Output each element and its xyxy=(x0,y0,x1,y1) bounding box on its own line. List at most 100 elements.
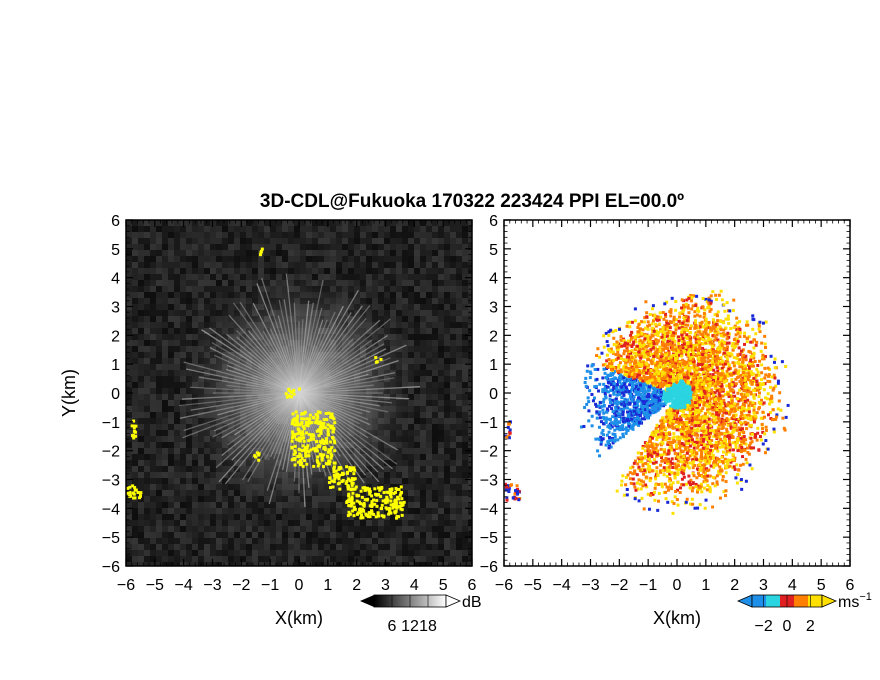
noise-cell xyxy=(210,232,216,238)
noise-cell xyxy=(324,550,330,556)
noise-cell xyxy=(312,250,318,256)
noise-cell xyxy=(210,526,216,532)
high-echo-pixel xyxy=(128,485,132,489)
noise-cell xyxy=(306,250,312,256)
velocity-pixel xyxy=(611,436,615,440)
high-echo-pixel xyxy=(393,505,397,509)
velocity-pixel xyxy=(602,397,606,401)
noise-cell xyxy=(390,280,396,286)
noise-cell xyxy=(144,310,150,316)
noise-cell xyxy=(192,538,198,544)
noise-cell xyxy=(288,550,294,556)
velocity-pixel xyxy=(642,387,646,391)
high-echo-pixel xyxy=(297,431,301,435)
noise-cell xyxy=(444,532,450,538)
noise-cell xyxy=(246,520,252,526)
figure-title: 3D-CDL@Fukuoka 170322 223424 PPI EL=00.0… xyxy=(260,191,684,212)
noise-cell xyxy=(258,526,264,532)
noise-cell xyxy=(204,232,210,238)
noise-cell xyxy=(138,520,144,526)
noise-cell xyxy=(426,544,432,550)
high-echo-region xyxy=(258,247,264,257)
high-echo-pixel xyxy=(318,420,322,424)
noise-cell xyxy=(222,238,228,244)
noise-cell xyxy=(126,514,132,520)
noise-cell xyxy=(288,256,294,262)
high-echo-pixel xyxy=(298,459,302,463)
noise-cell xyxy=(138,358,144,364)
x-tick-label: −1 xyxy=(261,577,279,594)
high-echo-pixel xyxy=(361,516,365,520)
noise-cell xyxy=(258,550,264,556)
noise-cell xyxy=(330,274,336,280)
noise-cell xyxy=(402,268,408,274)
noise-cell xyxy=(468,376,472,382)
noise-cell xyxy=(444,316,450,322)
noise-cell xyxy=(330,550,336,556)
noise-cell xyxy=(228,286,234,292)
noise-cell xyxy=(306,520,312,526)
noise-cell xyxy=(414,454,420,460)
noise-cell xyxy=(330,220,336,226)
noise-cell xyxy=(132,220,138,226)
noise-cell xyxy=(216,562,222,566)
noise-cell xyxy=(126,310,132,316)
noise-cell xyxy=(186,490,192,496)
noise-cell xyxy=(432,394,438,400)
velocity-pixel xyxy=(593,385,597,389)
noise-cell xyxy=(420,310,426,316)
noise-cell xyxy=(162,244,168,250)
noise-cell xyxy=(462,496,468,502)
noise-cell xyxy=(216,292,222,298)
noise-cell xyxy=(258,508,264,514)
high-echo-pixel xyxy=(294,419,298,423)
noise-cell xyxy=(174,562,180,566)
velocity-pixel xyxy=(614,389,618,393)
high-echo-pixel xyxy=(130,424,134,428)
noise-cell xyxy=(420,244,426,250)
noise-cell xyxy=(426,292,432,298)
velocity-pixel xyxy=(614,387,618,391)
velocity-pixel xyxy=(660,397,664,401)
noise-cell xyxy=(138,304,144,310)
noise-cell xyxy=(456,424,462,430)
high-echo-pixel xyxy=(357,494,361,498)
noise-cell xyxy=(180,304,186,310)
velocity-pixel xyxy=(636,396,640,400)
noise-cell xyxy=(468,262,472,268)
velocity-pixel xyxy=(597,425,601,429)
noise-cell xyxy=(144,382,150,388)
noise-cell xyxy=(348,274,354,280)
noise-cell xyxy=(246,232,252,238)
noise-cell xyxy=(156,346,162,352)
noise-cell xyxy=(384,532,390,538)
noise-cell xyxy=(210,304,216,310)
noise-cell xyxy=(312,556,318,562)
noise-cell xyxy=(198,262,204,268)
velocity-pixel xyxy=(637,423,641,427)
noise-cell xyxy=(180,310,186,316)
noise-cell xyxy=(276,238,282,244)
high-echo-pixel xyxy=(329,486,333,490)
noise-cell xyxy=(186,304,192,310)
high-echo-region xyxy=(345,485,406,520)
noise-cell xyxy=(288,226,294,232)
noise-cell xyxy=(234,256,240,262)
noise-cell xyxy=(270,538,276,544)
velocity-pixel xyxy=(652,388,656,392)
high-echo-pixel xyxy=(375,499,379,503)
noise-cell xyxy=(168,250,174,256)
noise-cell xyxy=(174,304,180,310)
noise-cell xyxy=(252,262,258,268)
noise-cell xyxy=(270,220,276,226)
x-tick-label: 6 xyxy=(468,577,477,594)
noise-cell xyxy=(204,544,210,550)
noise-cell xyxy=(222,280,228,286)
noise-cell xyxy=(414,352,420,358)
high-echo-pixel xyxy=(397,497,401,501)
noise-cell xyxy=(276,244,282,250)
noise-cell xyxy=(456,466,462,472)
noise-cell xyxy=(444,232,450,238)
noise-cell xyxy=(252,274,258,280)
noise-cell xyxy=(288,262,294,268)
